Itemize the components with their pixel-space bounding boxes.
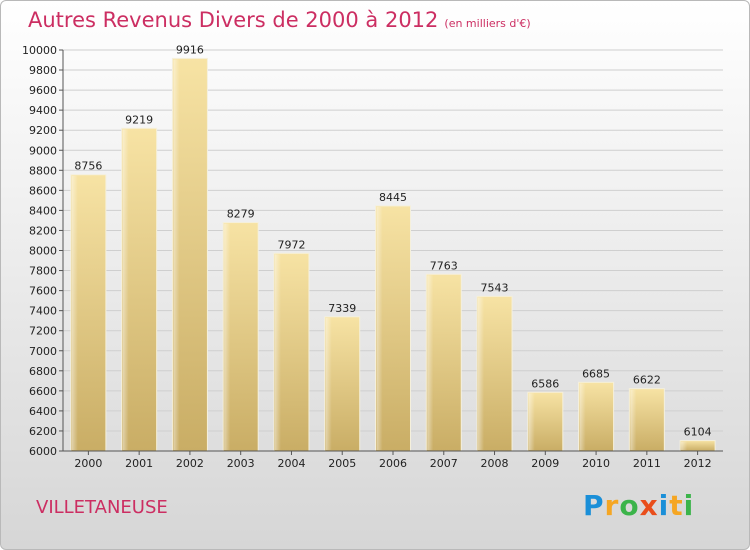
y-tick-label: 7800 (29, 265, 57, 278)
bar-highlight (427, 275, 434, 450)
bar-highlight (173, 59, 180, 451)
y-tick-label: 7600 (29, 285, 57, 298)
y-tick-label: 8400 (29, 204, 57, 217)
bar-highlight (478, 297, 485, 450)
value-label-2011: 6622 (633, 374, 661, 387)
y-tick-label: 8600 (29, 184, 57, 197)
y-tick-label: 6400 (29, 405, 57, 418)
y-tick-label: 6000 (29, 445, 57, 458)
logo-letter: o (619, 489, 640, 522)
value-label-2010: 6685 (582, 367, 610, 380)
x-tick-label-2006: 2006 (379, 457, 407, 470)
value-label-2012: 6104 (684, 426, 712, 439)
bar-highlight (71, 175, 78, 450)
bars-group: 8756 9219 9916 8279 7972 7339 8445 7763 7543 6586… (70, 43, 716, 452)
x-tick-label-2003: 2003 (227, 457, 255, 470)
commune-name: VILLETANEUSE (36, 497, 168, 518)
y-tick-label: 10000 (22, 44, 57, 57)
y-tick-label: 8000 (29, 245, 57, 258)
x-tick-label-2007: 2007 (430, 457, 458, 470)
x-tick-label-2010: 2010 (582, 457, 610, 470)
value-label-2006: 8445 (379, 191, 407, 204)
logo-letter: i (683, 489, 695, 522)
bar-highlight (325, 317, 332, 450)
logo-letter: i (658, 489, 670, 522)
y-tick-label: 7200 (29, 325, 57, 338)
y-tick-label: 9000 (29, 144, 57, 157)
value-label-2008: 7543 (481, 281, 509, 294)
y-tick-label: 6800 (29, 365, 57, 378)
y-tick-label: 8800 (29, 164, 57, 177)
x-axis: 2000 2001 2002 2003 2004 2005 2006 2007 2008 2009… (63, 450, 723, 470)
value-label-2007: 7763 (430, 259, 458, 272)
bar-highlight (274, 254, 281, 450)
x-tick-label-2000: 2000 (74, 457, 102, 470)
bar-highlight (579, 383, 586, 450)
x-tick-label-2005: 2005 (328, 457, 356, 470)
proxiti-logo: Proxiti (583, 489, 694, 522)
bar-highlight (528, 393, 535, 450)
y-tick-label: 6200 (29, 425, 57, 438)
logo-letter: t (669, 489, 684, 522)
x-tick-label-2012: 2012 (684, 457, 712, 470)
y-tick-label: 8200 (29, 224, 57, 237)
y-tick-label: 9200 (29, 124, 57, 137)
logo-letter: x (639, 489, 659, 522)
y-tick-label: 9800 (29, 64, 57, 77)
x-tick-label-2009: 2009 (531, 457, 559, 470)
x-tick-label-2011: 2011 (633, 457, 661, 470)
logo-letter: r (604, 489, 620, 522)
chart-title: Autres Revenus Divers de 2000 à 2012 (en … (28, 8, 531, 32)
value-label-2005: 7339 (328, 302, 356, 315)
y-tick-label: 6600 (29, 385, 57, 398)
value-label-2009: 6586 (531, 377, 559, 390)
x-tick-label-2001: 2001 (125, 457, 153, 470)
bar-highlight (376, 206, 383, 450)
y-tick-label: 9400 (29, 104, 57, 117)
value-label-2000: 8756 (74, 160, 102, 173)
value-label-2002: 9916 (176, 43, 204, 56)
bar-highlight (630, 389, 637, 450)
chart-unit: (en milliers d'€) (444, 17, 531, 30)
bar-highlight (224, 223, 231, 450)
chart-title-text: Autres Revenus Divers de 2000 à 2012 (28, 8, 439, 32)
x-tick-label-2002: 2002 (176, 457, 204, 470)
y-tick-label: 7400 (29, 305, 57, 318)
value-label-2004: 7972 (277, 238, 305, 251)
value-label-2001: 9219 (125, 113, 153, 126)
value-label-2003: 8279 (227, 208, 255, 221)
logo-letter: P (583, 489, 605, 522)
y-tick-label: 7000 (29, 345, 57, 358)
bar-highlight (681, 441, 688, 450)
x-tick-label-2004: 2004 (277, 457, 305, 470)
y-axis: 6000 6200 6400 6600 6800 7000 7200 7400 7600 7800… (22, 44, 64, 458)
y-tick-label: 9600 (29, 84, 57, 97)
bar-highlight (122, 129, 129, 450)
x-tick-label-2008: 2008 (481, 457, 509, 470)
